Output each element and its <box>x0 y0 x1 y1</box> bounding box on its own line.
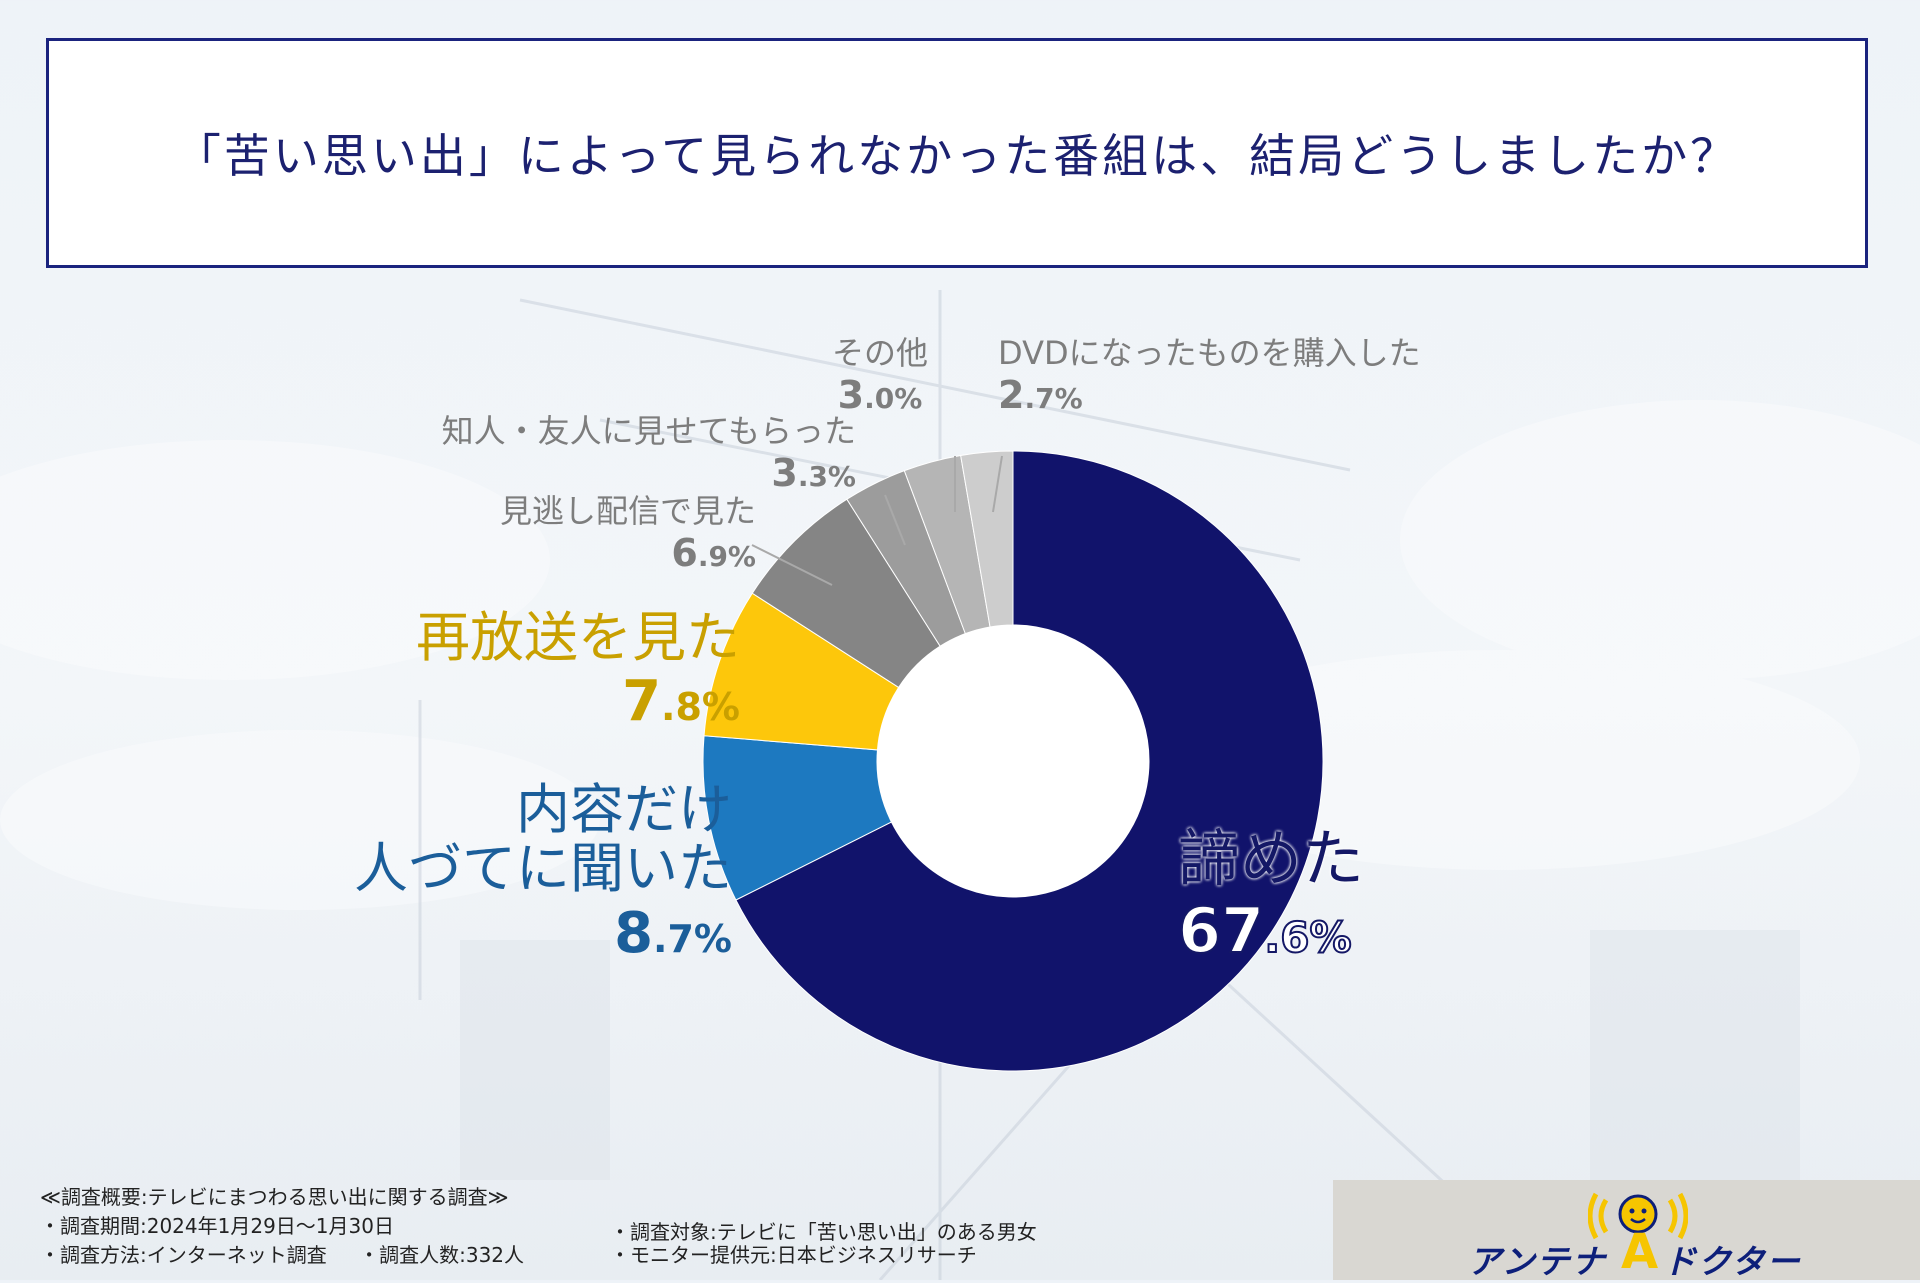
data-label-6: その他 3.0% <box>820 334 940 418</box>
donut-hole <box>877 625 1149 897</box>
survey-period: ・調査期間:2024年1月29日～1月30日 <box>40 1214 394 1238</box>
chart-title: 「苦い思い出」によって見られなかった番組は、結局どうしましたか？ <box>174 129 1740 183</box>
data-label-4: 見逃し配信で見た 6.9% <box>499 492 756 576</box>
label-percent-main: 6 <box>671 531 698 576</box>
survey-count: ・調査人数:332人 <box>359 1243 525 1267</box>
donut-slice-1 <box>735 450 1324 1072</box>
label-name: その他 <box>831 334 928 372</box>
label-percent-main: 2 <box>998 373 1025 418</box>
survey-provider: ・モニター提供元:日本ビジネスリサーチ <box>610 1243 977 1267</box>
label-percent-rest: .7% <box>1024 382 1083 416</box>
leader-line-7 <box>992 455 1003 513</box>
data-label-5: 知人・友人に見せてもらった 3.3% <box>441 412 856 496</box>
label-percent-rest: .0% <box>864 382 923 416</box>
label-name: 内容だけ <box>516 778 732 841</box>
title-box: 「苦い思い出」によって見られなかった番組は、結局どうしましたか？ <box>46 38 1868 268</box>
label-name: 諦めた <box>1178 822 1365 895</box>
label-percent-rest: .3% <box>797 460 856 494</box>
logo-letter: A <box>1621 1224 1659 1280</box>
leader-line-5 <box>884 494 906 546</box>
label-percent-rest: .9% <box>697 540 756 574</box>
survey-footer: ≪調査概要:テレビにまつわる思い出に関する調査≫ ・調査期間:2024年1月29… <box>40 1183 1037 1270</box>
label-percent-main: 8 <box>614 900 654 966</box>
label-percent-main: 3 <box>771 451 798 496</box>
leader-line-4 <box>751 544 833 586</box>
data-label-7: DVDになったものを購入した 2.7% <box>998 334 1421 418</box>
survey-target: ・調査対象:テレビに「苦い思い出」のある男女 <box>610 1220 1037 1244</box>
data-label-1: 諦めた 67.6% <box>1177 822 1365 968</box>
label-name: 見逃し配信で見た <box>499 492 756 530</box>
data-label-3: 再放送を見た 7.8% <box>416 608 740 733</box>
logo-text-left: アンテナ <box>1468 1242 1607 1281</box>
label-name: 人づてに聞いた <box>354 837 732 901</box>
label-name: DVDになったものを購入した <box>998 334 1421 372</box>
label-percent-rest: .6% <box>1263 913 1352 963</box>
survey-method: ・調査方法:インターネット調査 <box>40 1243 327 1267</box>
logo-text-right: ドクター <box>1663 1242 1802 1281</box>
label-name: 知人・友人に見せてもらった <box>441 412 856 450</box>
label-name: 再放送を見た <box>416 606 740 669</box>
antenna-doctor-logo: アンテナ A ドクター <box>1333 1180 1920 1281</box>
label-percent-rest: .7% <box>653 916 732 961</box>
data-label-2: 内容だけ 人づてに聞いた 8.7% <box>354 780 732 964</box>
survey-heading: ≪調査概要:テレビにまつわる思い出に関する調査≫ <box>40 1185 509 1209</box>
label-percent-main: 67 <box>1177 894 1265 968</box>
antenna-mascot-icon <box>1588 1192 1688 1240</box>
label-percent-rest: .8% <box>661 685 740 730</box>
label-percent-main: 3 <box>837 373 865 418</box>
label-percent-main: 7 <box>622 669 662 735</box>
